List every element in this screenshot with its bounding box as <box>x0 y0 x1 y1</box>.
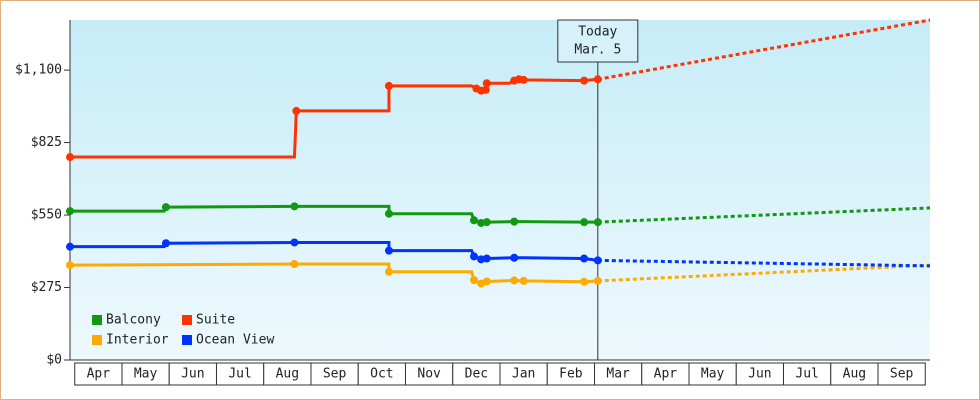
x-tick-label: Aug <box>843 367 866 382</box>
point <box>290 260 299 269</box>
point <box>580 218 589 227</box>
x-tick-label: Oct <box>370 367 393 382</box>
point <box>519 75 528 84</box>
point <box>482 277 491 286</box>
point <box>510 276 519 285</box>
point <box>580 76 589 85</box>
point <box>470 252 479 261</box>
x-tick-label: Dec <box>465 367 488 382</box>
point <box>510 253 519 262</box>
point <box>510 217 519 226</box>
x-tick-label: Mar <box>606 367 630 382</box>
forecast-line <box>597 18 931 81</box>
today-box <box>557 19 639 63</box>
x-tick-label: Sep <box>890 367 914 382</box>
point <box>580 254 589 263</box>
point <box>593 276 602 285</box>
legend-swatch <box>92 335 102 345</box>
y-tick-label: $825 <box>31 135 62 150</box>
point <box>290 238 299 247</box>
point <box>470 276 479 285</box>
x-tick-label: Jan <box>512 367 535 382</box>
point <box>593 218 602 227</box>
point <box>481 85 490 94</box>
point <box>161 239 170 248</box>
point <box>384 209 393 218</box>
y-tick-label: $275 <box>31 280 62 295</box>
point <box>593 256 602 265</box>
point <box>384 267 393 276</box>
y-tick-label: $1,100 <box>15 63 62 78</box>
x-tick-label: Feb <box>559 367 583 382</box>
point <box>66 242 74 251</box>
point <box>384 81 393 90</box>
point <box>593 75 602 84</box>
x-tick-label: Aug <box>276 367 299 382</box>
legend-label: Suite <box>196 313 235 328</box>
x-tick-label: Jun <box>748 367 771 382</box>
legend-label: Balcony <box>106 313 161 328</box>
point <box>519 276 528 285</box>
point <box>470 216 479 225</box>
point <box>384 246 393 255</box>
x-tick-label: Apr <box>654 367 678 382</box>
today-label: Mar. 5 <box>574 43 621 58</box>
x-tick-label: Jul <box>228 367 251 382</box>
today-label: Today <box>578 25 617 40</box>
y-tick-label: $550 <box>31 208 62 223</box>
x-tick-label: Jun <box>181 367 204 382</box>
point <box>66 207 74 216</box>
legend-label: Interior <box>106 333 169 348</box>
point <box>580 277 589 286</box>
point <box>482 254 491 263</box>
point <box>292 106 301 115</box>
point <box>66 261 74 270</box>
x-tick-label: Apr <box>87 367 111 382</box>
x-tick-label: Sep <box>323 367 347 382</box>
point <box>66 153 74 162</box>
x-tick-label: May <box>701 367 725 382</box>
point <box>482 218 491 227</box>
legend-swatch <box>182 335 192 345</box>
x-tick-label: Nov <box>417 367 441 382</box>
forecast-line <box>597 258 931 268</box>
x-tick-label: Jul <box>795 367 818 382</box>
point <box>482 79 491 88</box>
plot-area <box>70 20 930 360</box>
x-tick-label: May <box>134 367 158 382</box>
legend-swatch <box>182 315 192 325</box>
legend-label: Ocean View <box>196 333 274 348</box>
legend-swatch <box>92 315 102 325</box>
point <box>161 203 170 212</box>
x-tick <box>877 362 926 386</box>
y-tick-label: $0 <box>46 353 62 368</box>
point <box>290 202 299 211</box>
